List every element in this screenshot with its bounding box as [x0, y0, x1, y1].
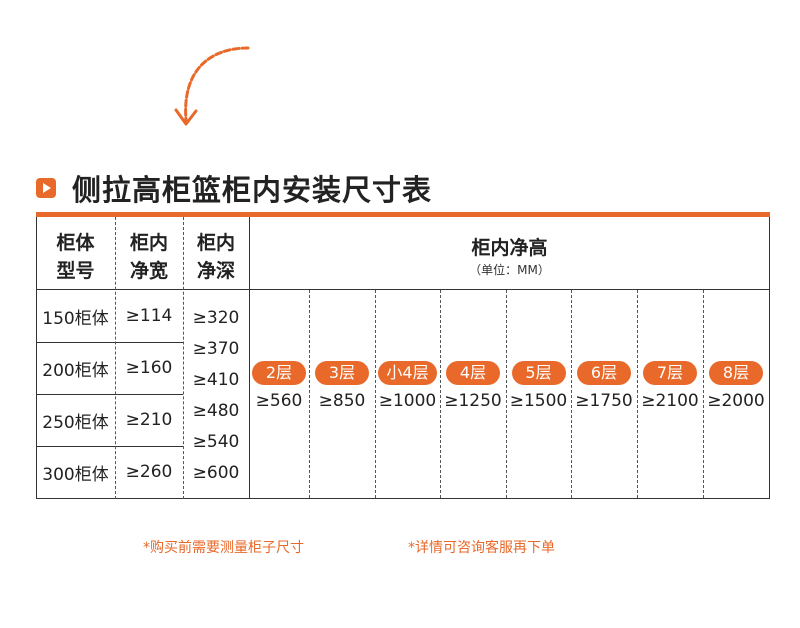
model-cell: 200柜体 [42, 360, 109, 381]
width-cell: ≥260 [125, 462, 173, 482]
divider [183, 217, 184, 499]
divider [249, 289, 770, 290]
curved-arrow-icon [174, 46, 250, 126]
height-value: ≥2100 [641, 391, 699, 411]
header-depth: 柜内 净深 [183, 229, 249, 285]
divider [36, 289, 249, 290]
width-cell: ≥114 [125, 306, 173, 326]
divider [375, 290, 376, 498]
header-width: 柜内 净宽 [115, 229, 183, 285]
header-text: 柜体 [56, 232, 95, 254]
depth-value: ≥600 [192, 463, 240, 483]
title-row: 侧拉高柜篮柜内安装尺寸表 [36, 168, 432, 208]
divider [637, 290, 638, 498]
header-unit: （单位：MM） [469, 263, 550, 277]
page-title: 侧拉高柜篮柜内安装尺寸表 [72, 173, 433, 207]
layer-badge: 6层 [577, 361, 631, 385]
height-value: ≥560 [255, 391, 303, 411]
divider [249, 217, 250, 499]
note-consult: *详情可咨询客服再下单 [408, 540, 555, 556]
header-text: 柜内 [129, 232, 168, 254]
title-underline [36, 212, 770, 217]
depth-value: ≥370 [192, 339, 240, 359]
layer-badge: 4层 [446, 361, 500, 385]
header-text: 柜内 [196, 232, 235, 254]
divider [703, 290, 704, 498]
height-column: 3层 ≥850 [309, 361, 375, 411]
size-table: 柜体 型号 柜内 净宽 柜内 净深 柜内净高 （单位：MM） 150柜体 ≥11… [36, 217, 770, 499]
divider [36, 217, 37, 499]
header-model: 柜体 型号 [36, 229, 115, 285]
divider [36, 446, 183, 447]
header-text: 净宽 [129, 260, 168, 282]
depth-value: ≥480 [192, 401, 240, 421]
header-text: 净深 [196, 260, 235, 282]
divider [115, 217, 116, 499]
model-cell: 250柜体 [42, 412, 109, 433]
height-column: 7层 ≥2100 [637, 361, 703, 411]
height-column: 小4层 ≥1000 [375, 361, 440, 411]
divider [769, 217, 770, 499]
header-text: 型号 [56, 260, 95, 282]
width-cell: ≥160 [125, 358, 173, 378]
height-column: 4层 ≥1250 [440, 361, 506, 411]
divider [571, 290, 572, 498]
model-cell: 150柜体 [42, 308, 109, 329]
layer-badge: 3层 [315, 361, 369, 385]
header-height: 柜内净高 [471, 237, 548, 259]
play-icon [36, 178, 56, 198]
layer-badge: 2层 [252, 361, 306, 385]
layer-badge: 7层 [643, 361, 697, 385]
height-column: 2层 ≥560 [249, 361, 309, 411]
divider [36, 342, 183, 343]
height-value: ≥850 [318, 391, 366, 411]
divider [309, 290, 310, 498]
note-measure: *购买前需要测量柜子尺寸 [143, 540, 304, 556]
model-cell: 300柜体 [42, 464, 109, 485]
height-value: ≥2000 [707, 391, 765, 411]
divider [440, 290, 441, 498]
width-cell: ≥210 [125, 410, 173, 430]
layer-badge: 小4层 [378, 361, 437, 385]
layer-badge: 8层 [709, 361, 763, 385]
height-column: 5层 ≥1500 [506, 361, 571, 411]
depth-list: ≥320 ≥370 ≥410 ≥480 ≥540 ≥600 [183, 303, 249, 489]
depth-value: ≥410 [192, 370, 240, 390]
height-value: ≥1500 [509, 391, 568, 411]
height-value: ≥1750 [575, 391, 633, 411]
height-value: ≥1250 [444, 391, 502, 411]
depth-value: ≥320 [192, 308, 240, 328]
height-column: 8层 ≥2000 [703, 361, 769, 411]
divider [36, 394, 183, 395]
divider [506, 290, 507, 498]
depth-value: ≥540 [192, 432, 240, 452]
height-column: 6层 ≥1750 [571, 361, 637, 411]
divider [36, 498, 770, 499]
layer-badge: 5层 [511, 361, 566, 385]
height-value: ≥1000 [378, 391, 437, 411]
